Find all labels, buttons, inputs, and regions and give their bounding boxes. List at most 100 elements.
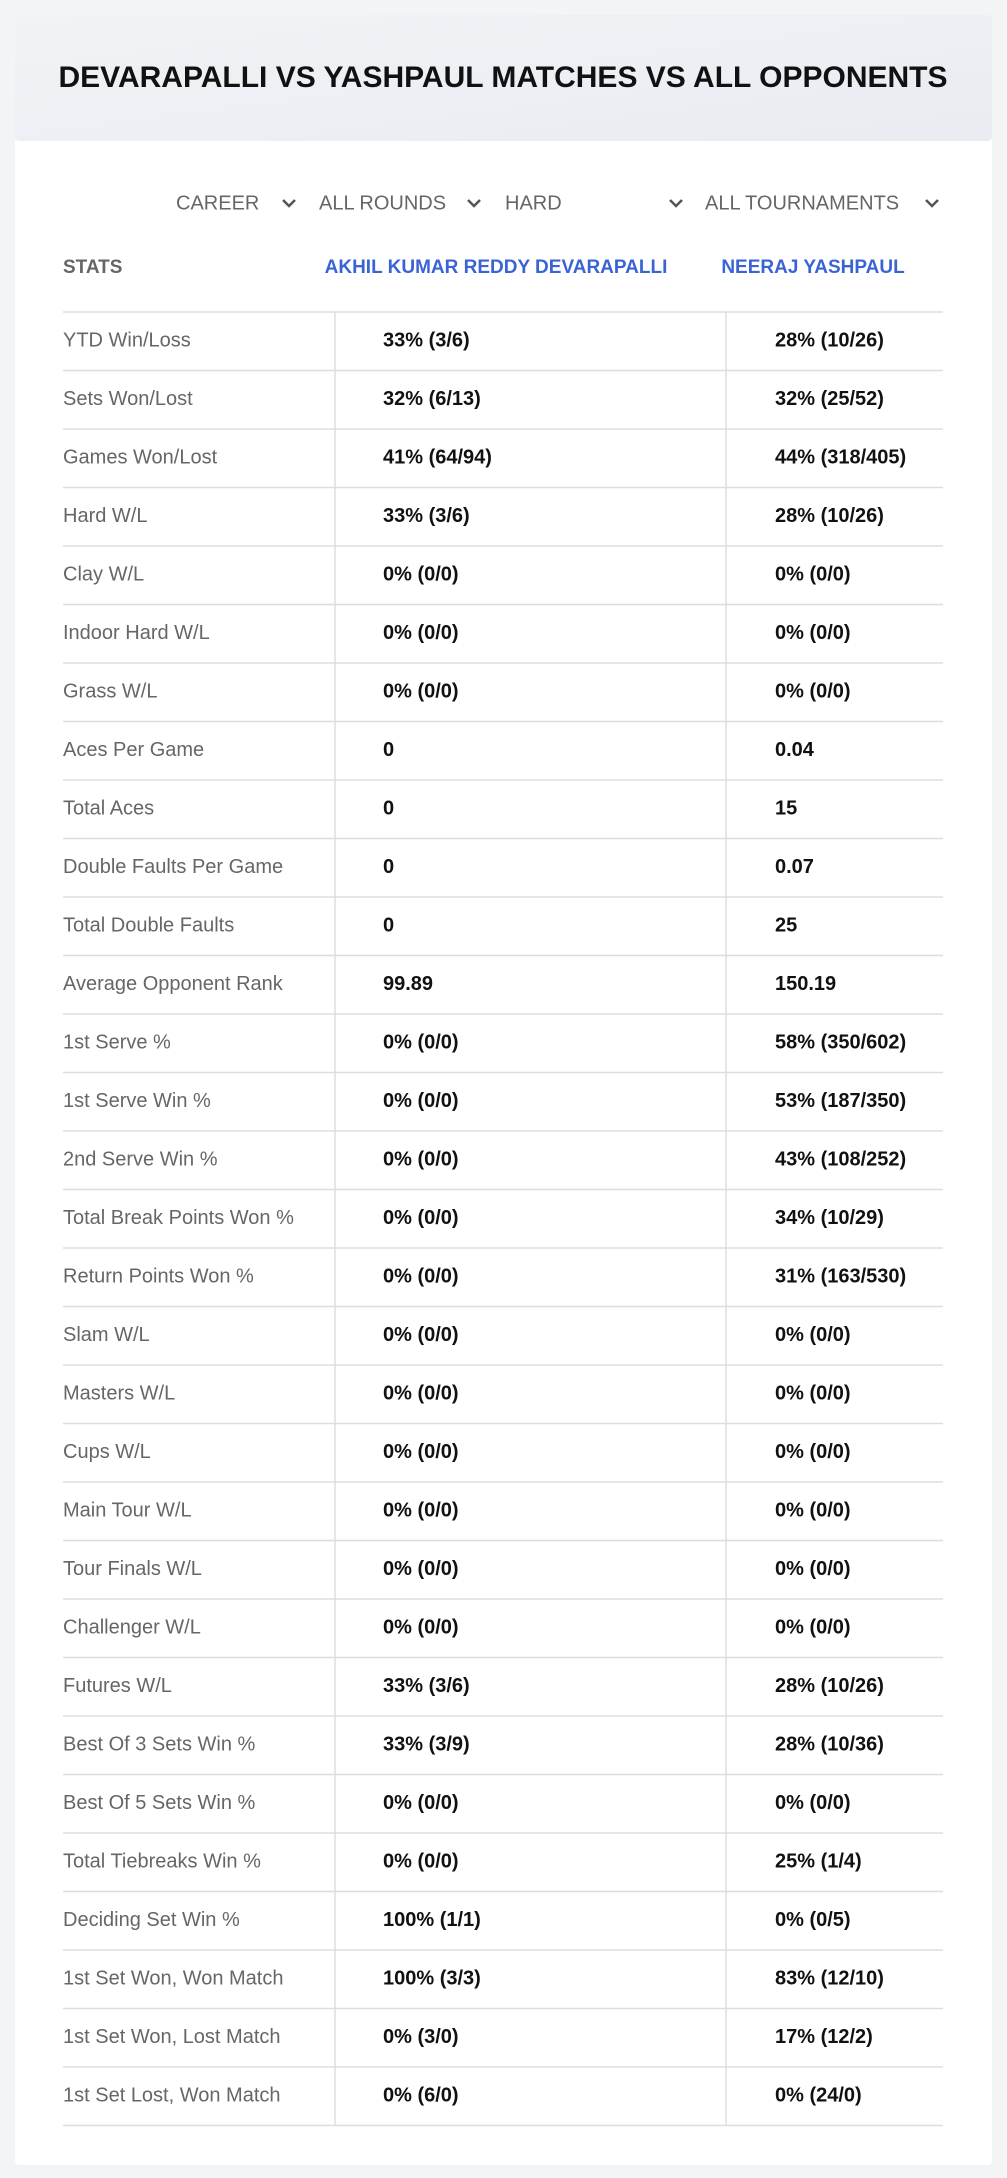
player-header[interactable]: NEERAJ YASHPAUL bbox=[721, 257, 905, 278]
stat-value: 32% (6/13) bbox=[383, 388, 481, 410]
stat-value: 0% (0/0) bbox=[383, 1207, 459, 1229]
stat-value: 0% (0/0) bbox=[383, 1500, 459, 1522]
stat-label: Total Tiebreaks Win % bbox=[63, 1851, 261, 1873]
player-header[interactable]: AKHIL KUMAR REDDY DEVARAPALLI bbox=[325, 257, 668, 278]
stat-label: Slam W/L bbox=[63, 1324, 150, 1346]
stat-label: Challenger W/L bbox=[63, 1617, 201, 1639]
stat-label: Main Tour W/L bbox=[63, 1500, 192, 1522]
stat-value: 0% (0/0) bbox=[383, 1090, 459, 1112]
stat-label: 2nd Serve Win % bbox=[63, 1149, 218, 1171]
stat-value: 0% (0/0) bbox=[383, 1558, 459, 1580]
stat-label: Total Double Faults bbox=[63, 915, 234, 937]
stat-value: 33% (3/6) bbox=[383, 505, 470, 527]
dropdown-chevron bbox=[925, 199, 939, 208]
stat-label: Hard W/L bbox=[63, 505, 147, 527]
stat-label: Clay W/L bbox=[63, 564, 144, 586]
stat-value: 0% (0/0) bbox=[383, 1032, 459, 1054]
stat-value: 33% (3/6) bbox=[383, 1675, 470, 1697]
stat-label: Aces Per Game bbox=[63, 739, 204, 761]
stat-value: 0% (0/0) bbox=[775, 564, 851, 586]
stat-label: Best Of 3 Sets Win % bbox=[63, 1734, 256, 1756]
stat-label: 1st Serve % bbox=[63, 1032, 171, 1054]
stat-value: 0% (0/0) bbox=[383, 1851, 459, 1873]
stat-value: 31% (163/530) bbox=[775, 1266, 906, 1288]
stat-value: 0% (0/0) bbox=[383, 1324, 459, 1346]
stat-value: 17% (12/2) bbox=[775, 2026, 873, 2048]
dropdown-chevron bbox=[669, 199, 683, 208]
stat-value: 0 bbox=[383, 856, 394, 878]
stat-value: 25 bbox=[775, 915, 797, 937]
filter-dropdown[interactable]: HARD bbox=[505, 192, 562, 214]
stat-label: 1st Set Won, Lost Match bbox=[63, 2026, 281, 2048]
stat-value: 0% (0/0) bbox=[383, 1266, 459, 1288]
stat-value: 15 bbox=[775, 798, 797, 820]
stat-value: 0% (0/0) bbox=[775, 1324, 851, 1346]
stat-value: 0.07 bbox=[775, 856, 814, 878]
stat-value: 0% (0/0) bbox=[383, 681, 459, 703]
stat-value: 41% (64/94) bbox=[383, 447, 492, 469]
stat-value: 0% (0/0) bbox=[775, 1500, 851, 1522]
stat-value: 0% (0/0) bbox=[383, 622, 459, 644]
stat-value: 0 bbox=[383, 798, 394, 820]
stat-value: 0% (0/0) bbox=[775, 1617, 851, 1639]
stat-label: Total Aces bbox=[63, 798, 154, 820]
stat-value: 32% (25/52) bbox=[775, 388, 884, 410]
stat-label: Tour Finals W/L bbox=[63, 1558, 202, 1580]
stat-label: Return Points Won % bbox=[63, 1266, 254, 1288]
stat-value: 33% (3/9) bbox=[383, 1734, 470, 1756]
stat-value: 43% (108/252) bbox=[775, 1149, 906, 1171]
stat-value: 44% (318/405) bbox=[775, 447, 906, 469]
stat-value: 0% (0/0) bbox=[383, 564, 459, 586]
stats-header: STATS bbox=[63, 257, 122, 278]
stat-value: 34% (10/29) bbox=[775, 1207, 884, 1229]
stat-value: 0% (0/0) bbox=[775, 1383, 851, 1405]
stat-value: 0% (0/0) bbox=[383, 1149, 459, 1171]
stat-value: 28% (10/26) bbox=[775, 330, 884, 352]
stat-label: Best Of 5 Sets Win % bbox=[63, 1792, 256, 1814]
stat-label: Masters W/L bbox=[63, 1383, 175, 1405]
stat-value: 0% (0/0) bbox=[383, 1441, 459, 1463]
stat-value: 28% (10/26) bbox=[775, 505, 884, 527]
stat-value: 58% (350/602) bbox=[775, 1032, 906, 1054]
stat-value: 0% (0/0) bbox=[775, 1558, 851, 1580]
stat-value: 33% (3/6) bbox=[383, 330, 470, 352]
stat-value: 28% (10/36) bbox=[775, 1734, 884, 1756]
stat-value: 0% (3/0) bbox=[383, 2026, 459, 2048]
stat-label: Sets Won/Lost bbox=[63, 388, 193, 410]
stat-label: Futures W/L bbox=[63, 1675, 172, 1697]
stat-value: 0% (0/0) bbox=[775, 622, 851, 644]
filter-dropdown[interactable]: ALL ROUNDS bbox=[319, 192, 446, 214]
dropdown-chevron bbox=[282, 199, 296, 208]
stat-label: 1st Serve Win % bbox=[63, 1090, 211, 1112]
stat-value: 99.89 bbox=[383, 973, 433, 995]
filter-dropdown[interactable]: CAREER bbox=[176, 192, 259, 214]
stat-value: 150.19 bbox=[775, 973, 836, 995]
stat-value: 0% (24/0) bbox=[775, 2085, 862, 2107]
card-header bbox=[15, 15, 992, 141]
stat-value: 0 bbox=[383, 739, 394, 761]
stat-label: Total Break Points Won % bbox=[63, 1207, 294, 1229]
stat-value: 0.04 bbox=[775, 739, 815, 761]
stat-label: YTD Win/Loss bbox=[63, 330, 191, 352]
stat-value: 0% (0/0) bbox=[383, 1792, 459, 1814]
stat-value: 28% (10/26) bbox=[775, 1675, 884, 1697]
stat-value: 0% (0/0) bbox=[383, 1617, 459, 1639]
stat-label: Deciding Set Win % bbox=[63, 1909, 240, 1931]
stat-label: Games Won/Lost bbox=[63, 447, 218, 469]
stat-value: 0% (6/0) bbox=[383, 2085, 459, 2107]
stat-label: Grass W/L bbox=[63, 681, 157, 703]
stat-value: 0% (0/0) bbox=[775, 1792, 851, 1814]
stat-value: 100% (1/1) bbox=[383, 1909, 481, 1931]
stat-label: 1st Set Won, Won Match bbox=[63, 1968, 283, 1990]
stat-label: Double Faults Per Game bbox=[63, 856, 283, 878]
stat-value: 53% (187/350) bbox=[775, 1090, 906, 1112]
stat-label: Indoor Hard W/L bbox=[63, 622, 210, 644]
stat-value: 25% (1/4) bbox=[775, 1851, 862, 1873]
filter-dropdown[interactable]: ALL TOURNAMENTS bbox=[705, 192, 899, 214]
card bbox=[15, 15, 992, 2165]
stat-label: Average Opponent Rank bbox=[63, 973, 284, 995]
page-title: DEVARAPALLI VS YASHPAUL MATCHES VS ALL O… bbox=[58, 61, 947, 94]
stat-value: 0% (0/0) bbox=[383, 1383, 459, 1405]
